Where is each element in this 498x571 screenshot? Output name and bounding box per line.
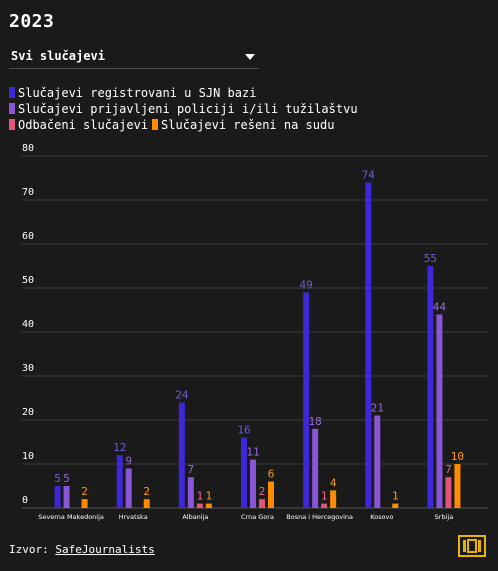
source-link[interactable]: SafeJournalists [55, 543, 155, 556]
data-label: 12 [113, 441, 126, 454]
data-label: 49 [300, 278, 313, 291]
bar [241, 437, 247, 508]
source-label: Izvor: [9, 543, 49, 556]
bar [454, 464, 461, 508]
case-type-dropdown[interactable]: Svi slučajevi [9, 44, 259, 69]
bar [321, 503, 328, 508]
data-label: 4 [330, 476, 337, 489]
bar [205, 503, 212, 508]
y-tick-label: 40 [22, 319, 34, 330]
data-label: 2 [143, 485, 150, 498]
x-tick-label: Severna Makedonija [38, 513, 104, 521]
source-line: Izvor: SafeJournalists [9, 543, 155, 556]
data-label: 2 [259, 485, 266, 498]
data-label: 74 [362, 168, 376, 181]
bar [187, 477, 194, 508]
data-label: 21 [371, 402, 384, 415]
data-label: 44 [433, 300, 447, 313]
bar [303, 292, 310, 508]
y-tick-label: 20 [22, 407, 34, 418]
legend-item-resolved[interactable]: Slučajevi rešeni na sudu [152, 117, 334, 133]
bar [250, 459, 256, 508]
y-tick-label: 0 [22, 495, 28, 506]
chart-year-title: 2023 [9, 11, 55, 32]
bar [116, 455, 123, 508]
y-tick-label: 80 [22, 143, 34, 154]
x-tick-label: Albanija [182, 513, 208, 521]
legend-item-dismissed[interactable]: Odbačeni slučajevi [9, 117, 148, 133]
x-tick-label: Kosovo [370, 513, 393, 521]
data-label: 9 [125, 454, 132, 467]
x-tick-label: Bosna i Hercegovina [286, 513, 353, 521]
data-label: 5 [54, 472, 61, 485]
legend-label-registered: Slučajevi registrovani u SJN bazi [18, 86, 257, 100]
legend-item-reported[interactable]: Slučajevi prijavljeni policiji i/ili tuž… [9, 101, 358, 117]
bar [259, 499, 265, 508]
legend-label-resolved: Slučajevi rešeni na sudu [161, 118, 335, 132]
data-label: 7 [188, 463, 195, 476]
chart-legend: Slučajevi registrovani u SJN bazi Slučaj… [9, 85, 489, 133]
legend-swatch-reported [9, 103, 15, 114]
bar [54, 486, 61, 508]
bar [196, 503, 203, 508]
data-label: 1 [392, 490, 399, 503]
chevron-down-icon [245, 54, 255, 60]
bar [374, 415, 381, 508]
x-tick-label: Srbija [435, 513, 454, 521]
y-tick-label: 50 [22, 275, 34, 286]
legend-label-reported: Slučajevi prijavljeni policiji i/ili tuž… [18, 102, 358, 116]
bar [63, 486, 70, 508]
data-label: 2 [81, 485, 88, 498]
bar [143, 499, 150, 508]
bar [392, 503, 399, 508]
bar [178, 402, 185, 508]
data-label: 1 [197, 490, 204, 503]
legend-label-dismissed: Odbačeni slučajevi [18, 118, 149, 132]
data-label: 6 [268, 468, 275, 481]
legend-item-registered[interactable]: Slučajevi registrovani u SJN bazi [9, 85, 256, 101]
bar [445, 477, 452, 508]
data-label: 7 [445, 463, 452, 476]
bar [427, 266, 434, 508]
legend-swatch-resolved [152, 119, 159, 130]
x-tick-label: Hrvatska [119, 513, 148, 521]
data-label: 18 [309, 415, 322, 428]
data-label: 24 [175, 388, 189, 401]
bar [81, 499, 88, 508]
bar [268, 481, 274, 508]
y-tick-label: 70 [22, 187, 34, 198]
data-label: 11 [246, 446, 259, 459]
data-label: 1 [321, 490, 328, 503]
data-label: 5 [63, 472, 70, 485]
data-label: 1 [206, 490, 213, 503]
y-tick-label: 60 [22, 231, 34, 242]
dropdown-selected-value: Svi slučajevi [11, 49, 105, 63]
y-tick-label: 10 [22, 451, 34, 462]
bar [312, 428, 319, 508]
x-tick-label: Crna Gora [241, 513, 274, 521]
bar [330, 490, 337, 508]
bar [436, 314, 443, 508]
legend-swatch-registered [9, 87, 15, 98]
bar [125, 468, 132, 508]
legend-swatch-dismissed [9, 119, 15, 130]
data-label: 10 [451, 450, 464, 463]
y-tick-label: 30 [22, 363, 34, 374]
bar [365, 182, 372, 508]
data-label: 55 [424, 252, 437, 265]
publisher-logo-icon [458, 535, 486, 557]
data-label: 16 [237, 424, 250, 437]
